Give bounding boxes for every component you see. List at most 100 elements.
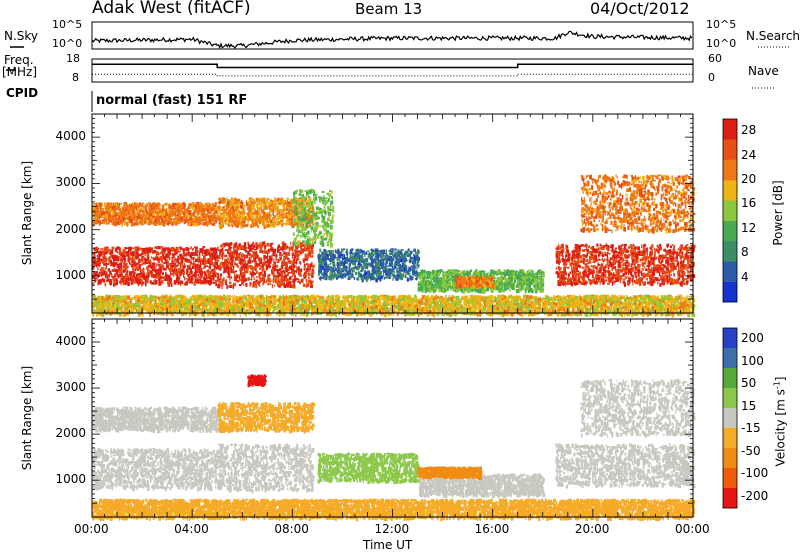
scatter-cell	[141, 282, 144, 285]
scatter-cell	[174, 267, 177, 271]
scatter-cell	[141, 251, 144, 255]
scatter-cell	[213, 206, 216, 208]
scatter-cell	[206, 251, 209, 257]
scatter-cell	[236, 258, 239, 261]
scatter-cell	[209, 277, 213, 281]
scatter-cell	[235, 270, 238, 273]
scatter-cell	[111, 246, 115, 250]
scatter-cell	[100, 266, 104, 269]
scatter-cell	[312, 264, 315, 268]
scatter-cell	[134, 255, 138, 258]
scatter-cell	[314, 241, 316, 245]
scatter-cell	[138, 205, 141, 208]
scatter-cell	[199, 248, 202, 252]
scatter-cell	[258, 211, 260, 214]
scatter-cell	[99, 248, 103, 250]
scatter-cell	[243, 284, 245, 286]
scatter-cell	[210, 279, 212, 283]
scatter-cell	[296, 189, 298, 193]
scatter-cell	[223, 268, 226, 273]
scatter-cell	[311, 268, 314, 271]
scatter-cell	[149, 246, 151, 250]
scatter-cell	[352, 252, 355, 256]
scatter-cell	[122, 261, 126, 266]
scatter-cell	[115, 282, 118, 285]
scatter-cell	[130, 264, 134, 268]
scatter-cell	[268, 197, 270, 200]
scatter-cell	[269, 283, 272, 285]
scatter-cell	[222, 213, 225, 218]
scatter-cell	[143, 247, 147, 251]
scatter-cell	[310, 230, 312, 233]
scatter-cell	[165, 276, 168, 281]
scatter-cell	[138, 258, 140, 261]
scatter-cell	[258, 281, 260, 286]
scatter-cell	[134, 208, 137, 213]
scatter-cell	[300, 221, 302, 226]
scatter-cell	[259, 247, 263, 251]
scatter-cell	[165, 212, 168, 217]
scatter-cell	[280, 281, 284, 285]
scatter-cell	[228, 252, 231, 256]
scatter-cell	[95, 277, 98, 279]
scatter-cell	[116, 207, 119, 210]
scatter-cell	[295, 271, 297, 274]
scatter-cell	[224, 254, 228, 258]
scatter-cell	[230, 276, 233, 279]
scatter-cell	[198, 204, 201, 209]
scatter-cell	[280, 222, 284, 224]
scatter-cell	[118, 273, 122, 278]
scatter-cell	[179, 282, 182, 286]
scatter-cell	[107, 202, 109, 206]
scatter-cell	[102, 219, 104, 222]
scatter-cell	[191, 251, 193, 255]
scatter-cell	[226, 283, 228, 286]
scatter-cell	[224, 249, 227, 251]
scatter-cell	[160, 266, 162, 270]
scatter-cell	[226, 275, 230, 278]
scatter-cell	[303, 263, 306, 267]
scatter-cell	[349, 251, 352, 255]
scatter-cell	[112, 212, 115, 217]
scatter-cell	[119, 268, 123, 273]
scatter-cell	[200, 258, 203, 263]
scatter-cell	[168, 251, 171, 256]
scatter-cell	[229, 246, 233, 249]
scatter-cell	[308, 209, 310, 212]
scatter-cell	[112, 254, 115, 258]
scatter-cell	[132, 215, 136, 220]
scatter-cell	[267, 253, 269, 258]
scatter-cell	[212, 277, 214, 281]
scatter-cell	[174, 248, 178, 251]
scatter-cell	[231, 262, 234, 265]
scatter-cell	[96, 209, 99, 212]
scatter-cell	[178, 262, 182, 265]
scatter-cell	[199, 273, 201, 276]
scatter-cell	[241, 209, 244, 212]
scatter-cell	[316, 193, 318, 196]
scatter-cell	[190, 267, 192, 273]
scatter-cell	[145, 251, 148, 254]
scatter-cell	[161, 280, 164, 284]
scatter-cell	[125, 251, 128, 254]
scatter-cell	[213, 204, 216, 207]
scatter-cell	[301, 235, 304, 237]
scatter-cell	[360, 250, 363, 253]
scatter-cell	[139, 216, 141, 219]
scatter-cell	[127, 213, 131, 216]
scatter-cell	[192, 274, 195, 277]
scatter-cell	[125, 208, 128, 211]
scatter-cell	[135, 220, 138, 224]
scatter-cell	[243, 271, 246, 276]
scatter-cell	[128, 254, 131, 259]
scatter-cell	[155, 254, 158, 256]
scatter-cell	[137, 211, 139, 215]
scatter-cell	[272, 251, 275, 255]
scatter-cell	[152, 202, 155, 205]
scatter-cell	[243, 262, 246, 265]
scatter-cell	[212, 268, 216, 273]
scatter-cell	[254, 267, 257, 272]
scatter-cell	[320, 196, 322, 200]
scatter-cell	[97, 279, 100, 281]
scatter-cell	[340, 273, 343, 277]
